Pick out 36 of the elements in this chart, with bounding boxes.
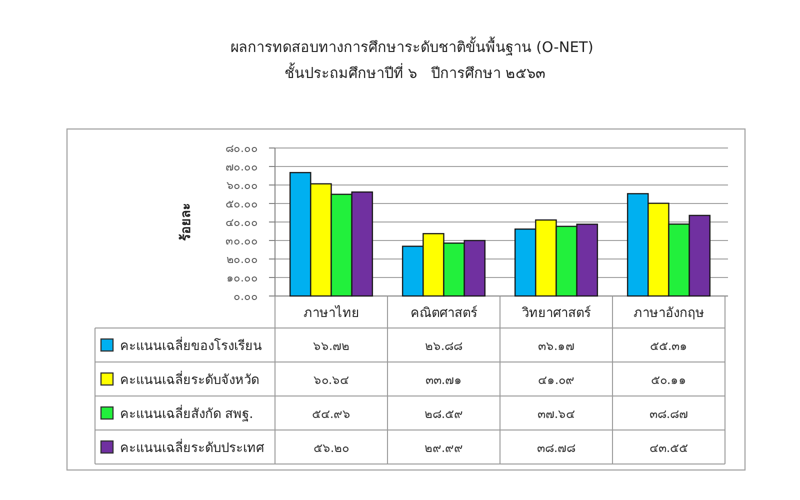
y-tick-label: ๑๐.๐๐ xyxy=(226,272,258,284)
x-tick-label: วิทยาศาสตร์ xyxy=(520,305,591,321)
data-label: ๕๔.๙๖ xyxy=(312,407,351,421)
data-label: ๒๖.๘๘ xyxy=(424,339,463,353)
y-tick-label: ๐.๐๐ xyxy=(234,290,258,303)
legend-label: คะแนนเฉลี่ยสังกัด สพฐ. xyxy=(120,405,254,422)
y-tick-label: ๒๐.๐๐ xyxy=(226,253,258,266)
y-tick-label: ๖๐.๐๐ xyxy=(226,179,258,192)
data-label: ๔๑.๐๙ xyxy=(538,373,575,387)
legend-label: คะแนนเฉลี่ยระดับจังหวัด xyxy=(120,371,259,388)
data-label: ๒๙.๙๙ xyxy=(424,441,464,455)
legend-label: คะแนนเฉลี่ยของโรงเรียน xyxy=(120,337,262,354)
y-tick-label: ๓๐.๐๐ xyxy=(226,234,258,248)
data-label: ๔๓.๕๕ xyxy=(649,441,688,455)
legend-label: คะแนนเฉลี่ยระดับประเทศ xyxy=(120,439,265,456)
x-tick-label: ภาษาไทย xyxy=(303,305,360,321)
data-label: ๓๘.๗๘ xyxy=(536,441,576,455)
chart-subtitle: ชั้นประถมศึกษาปีที่ ๖ ปีการศึกษา ๒๕๖๓ xyxy=(284,62,546,82)
data-label: ๕๐.๑๑ xyxy=(650,373,687,387)
x-tick-label: คณิตศาสตร์ xyxy=(410,305,478,321)
data-label: ๕๕.๓๑ xyxy=(650,339,688,353)
data-label: ๒๘.๕๙ xyxy=(424,407,464,421)
data-label: ๓๖.๑๗ xyxy=(538,339,575,353)
x-tick-label: ภาษาอังกฤษ xyxy=(633,306,704,321)
data-label: ๖๖.๗๒ xyxy=(312,339,350,353)
y-tick-label: ๘๐.๐๐ xyxy=(226,142,258,155)
data-label: ๓๘.๘๗ xyxy=(649,407,688,421)
y-tick-label: ๕๐.๐๐ xyxy=(226,198,258,210)
y-tick-label: ๗๐.๐๐ xyxy=(226,160,258,174)
data-label: ๓๗.๖๔ xyxy=(537,407,576,421)
data-label: ๖๐.๖๔ xyxy=(313,373,350,387)
data-label: ๓๓.๗๑ xyxy=(425,373,462,387)
y-axis-title: ร้อยละ xyxy=(178,203,194,241)
chart-title: ผลการทดสอบทางการศึกษาระดับชาติขั้นพื้นฐาน (O-NET) xyxy=(230,36,594,56)
y-tick-label: ๔๐.๐๐ xyxy=(226,216,258,229)
data-label: ๕๖.๒๐ xyxy=(313,441,350,455)
